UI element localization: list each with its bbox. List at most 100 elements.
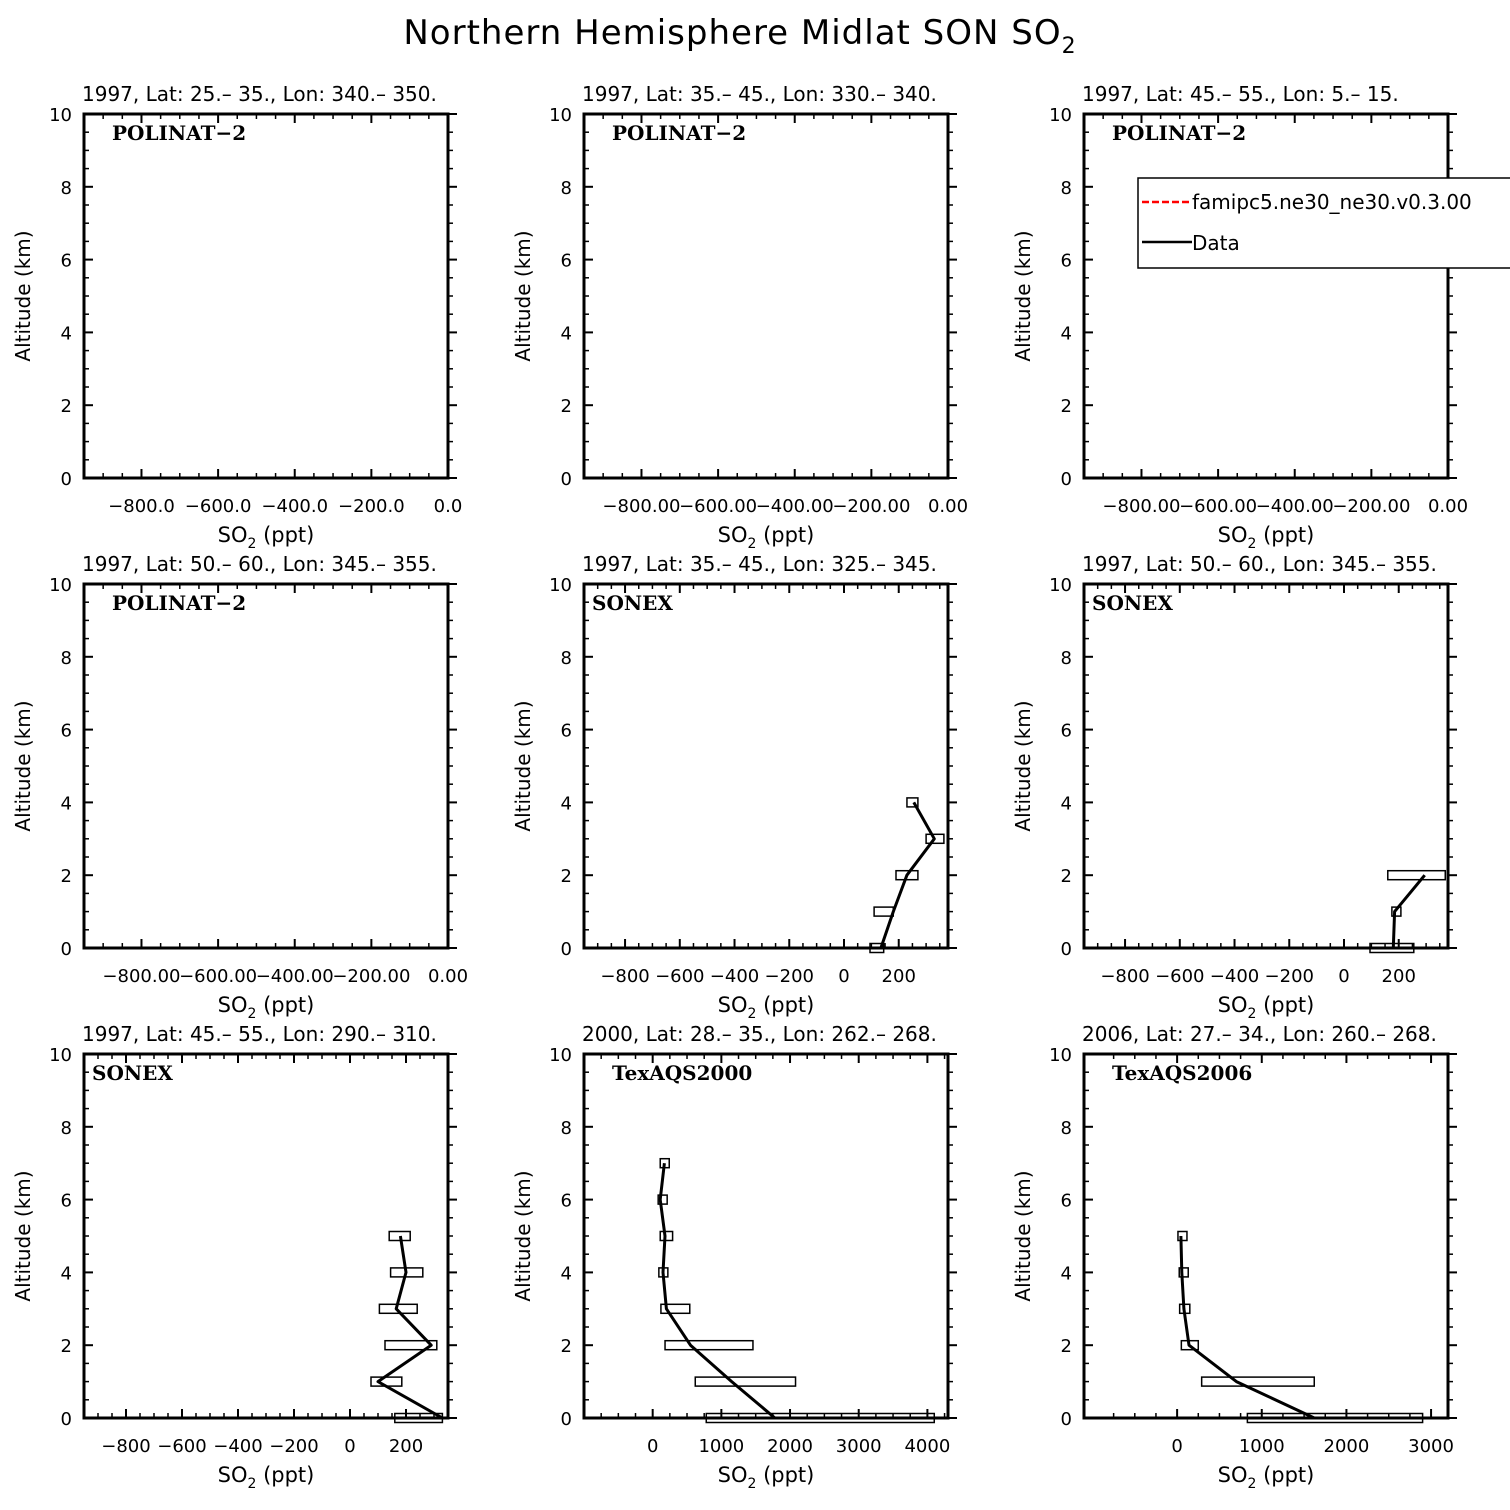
y-tick-label: 4 — [61, 323, 72, 344]
x-axis-label: SO2 (ppt) — [218, 523, 315, 552]
range-box — [657, 1194, 668, 1205]
campaign-label: POLINAT−2 — [1112, 121, 1246, 145]
x-tick-label: −400 — [710, 966, 759, 987]
x-tick-label: −600.00 — [679, 496, 757, 517]
x-axis-label: SO2 (ppt) — [218, 993, 315, 1022]
x-axis-label-sub: 2 — [747, 536, 756, 552]
data-profile-line — [879, 801, 936, 949]
x-axis-label-main: SO — [1218, 523, 1248, 547]
x-axis-label-unit: (ppt) — [1256, 523, 1314, 547]
plot-frame — [582, 1052, 950, 1420]
chart-panel-4: 1997, Lat: 50.– 60., Lon: 345.– 355. 0 2 4 6… — [11, 552, 468, 1022]
panel-title: 1997, Lat: 45.– 55., Lon: 5.– 15. — [1082, 82, 1399, 106]
x-axis-label-unit: (ppt) — [756, 1463, 814, 1487]
chart-panel-5: 1997, Lat: 35.– 45., Lon: 325.– 345. 0 2 4 6… — [511, 552, 957, 1022]
range-box — [873, 906, 895, 917]
plot-frame — [1082, 582, 1450, 950]
y-tick-label: 10 — [1049, 1045, 1072, 1066]
y-tick-label: 2 — [61, 1336, 72, 1357]
x-axis-label: SO2 (ppt) — [218, 1463, 315, 1492]
y-tick-label: 6 — [1061, 251, 1072, 272]
x-tick-label: 3000 — [1408, 1436, 1454, 1457]
x-axis-label-sub: 2 — [1247, 536, 1256, 552]
x-tick-label: −200 — [765, 966, 814, 987]
panel-title: 1997, Lat: 25.– 35., Lon: 340.– 350. — [82, 82, 437, 106]
y-tick-label: 4 — [1061, 323, 1072, 344]
x-tick-label: −600 — [157, 1436, 206, 1457]
chart-panel-1: 1997, Lat: 25.– 35., Lon: 340.– 350. 0 2 4 6… — [11, 82, 462, 552]
chart-panel-6: 1997, Lat: 50.– 60., Lon: 345.– 355. 0 2 4 6… — [1011, 552, 1457, 1022]
chart-panel-8: 2000, Lat: 28.– 35., Lon: 262.– 268. 0 2 4 6… — [511, 1022, 957, 1492]
x-axis-label-main: SO — [1218, 1463, 1248, 1487]
y-tick-label: 4 — [61, 793, 72, 814]
x-tick-label: 0 — [1338, 966, 1349, 987]
y-tick-label: 2 — [1061, 396, 1072, 417]
y-tick-label: 10 — [1049, 105, 1072, 126]
panels: 1997, Lat: 25.– 35., Lon: 340.– 350. 0 2 4 6… — [11, 82, 1510, 1492]
y-tick-label: 4 — [61, 1263, 72, 1284]
chart-panel-7: 1997, Lat: 45.– 55., Lon: 290.– 310. 0 2 4 6… — [11, 1022, 457, 1492]
x-axis-label-unit: (ppt) — [256, 993, 314, 1017]
y-tick-label: 6 — [61, 251, 72, 272]
x-tick-label: 0 — [344, 1436, 355, 1457]
y-tick-label: 10 — [49, 575, 72, 596]
y-tick-label: 2 — [561, 1336, 572, 1357]
x-tick-label: −200.00 — [1332, 496, 1410, 517]
x-tick-label: −800 — [1100, 966, 1149, 987]
y-tick-label: 4 — [561, 323, 572, 344]
y-tick-label: 10 — [49, 105, 72, 126]
range-box — [384, 1339, 438, 1351]
x-axis-label-unit: (ppt) — [1256, 1463, 1314, 1487]
x-axis-label-main: SO — [218, 1463, 248, 1487]
y-tick-label: 8 — [61, 178, 72, 199]
y-tick-label: 0 — [1061, 939, 1072, 960]
panel-title: 1997, Lat: 35.– 45., Lon: 325.– 345. — [582, 552, 937, 576]
y-tick-label: 8 — [61, 1118, 72, 1139]
y-tick-label: 4 — [561, 1263, 572, 1284]
y-tick-label: 8 — [1061, 648, 1072, 669]
plot-frame — [82, 582, 450, 950]
x-axis-label-main: SO — [1218, 993, 1248, 1017]
y-tick-label: 8 — [61, 648, 72, 669]
y-tick-label: 4 — [561, 793, 572, 814]
x-tick-label: −800.00 — [602, 496, 680, 517]
range-box — [1178, 1267, 1189, 1278]
x-tick-label: −200 — [269, 1436, 318, 1457]
campaign-label: SONEX — [592, 591, 673, 615]
y-tick-label: 0 — [61, 939, 72, 960]
y-tick-label: 0 — [1061, 469, 1072, 490]
range-box — [895, 869, 919, 881]
x-tick-label: 0.00 — [1428, 496, 1468, 517]
x-tick-label: −400.00 — [256, 966, 334, 987]
x-tick-label: −400.00 — [756, 496, 834, 517]
x-tick-label: 0 — [838, 966, 849, 987]
y-tick-label: 4 — [1061, 1263, 1072, 1284]
y-tick-label: 10 — [549, 1045, 572, 1066]
range-box — [664, 1339, 754, 1351]
legend-data-label: Data — [1192, 231, 1240, 255]
campaign-label: TexAQS2006 — [1112, 1061, 1252, 1085]
x-tick-label: −200.0 — [338, 496, 405, 517]
y-tick-label: 6 — [561, 1191, 572, 1212]
y-axis-label: Altitude (km) — [1011, 700, 1035, 831]
y-tick-label: 0 — [61, 1409, 72, 1430]
y-tick-label: 4 — [1061, 793, 1072, 814]
y-tick-label: 2 — [561, 866, 572, 887]
y-tick-label: 6 — [1061, 721, 1072, 742]
x-axis-label-unit: (ppt) — [756, 523, 814, 547]
range-box — [705, 1412, 936, 1424]
y-tick-label: 2 — [1061, 866, 1072, 887]
x-axis-label: SO2 (ppt) — [1218, 523, 1315, 552]
x-tick-label: 0 — [647, 1436, 658, 1457]
x-tick-label: −800 — [600, 966, 649, 987]
range-box — [660, 1303, 691, 1315]
range-box — [925, 833, 945, 845]
x-tick-label: 200 — [1382, 966, 1416, 987]
x-axis-label-sub: 2 — [247, 1006, 256, 1022]
plot-frame — [82, 112, 450, 480]
x-axis-label-main: SO — [718, 993, 748, 1017]
x-axis-label-sub: 2 — [247, 536, 256, 552]
y-tick-label: 8 — [561, 178, 572, 199]
plot-frame — [1082, 112, 1450, 480]
x-tick-label: −400 — [213, 1436, 262, 1457]
